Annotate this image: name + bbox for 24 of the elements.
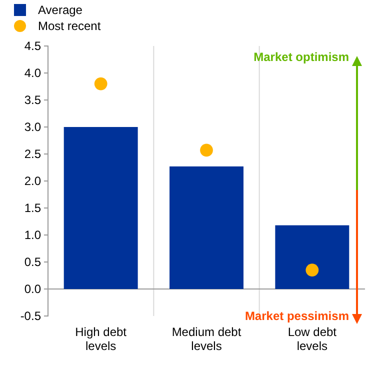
y-tick-label: 3.0: [24, 120, 42, 134]
bar: [170, 166, 244, 289]
y-tick-label: 0.5: [24, 254, 42, 269]
bar: [64, 127, 138, 289]
legend-label: Most recent: [38, 19, 102, 33]
x-tick-label: Medium debt levels: [172, 325, 242, 353]
point: [94, 77, 108, 90]
y-tick-label: 2.5: [24, 146, 42, 161]
x-tick-label: High debt levels: [75, 325, 128, 353]
point: [306, 264, 319, 277]
bar: [275, 225, 350, 289]
annotation: Market optimism: [254, 50, 349, 64]
legend-label: Average: [38, 3, 83, 17]
y-tick-label: 3.5: [24, 92, 42, 107]
y-tick-label: 1.5: [24, 200, 42, 215]
y-tick-label: -0.5: [20, 308, 42, 323]
y-tick-label: 4.0: [24, 66, 42, 80]
y-tick-label: 2.0: [24, 174, 42, 188]
y-tick-label: 1.0: [24, 228, 42, 242]
x-tick-label: Low debt levels: [288, 325, 338, 353]
annotation: Market pessimism: [244, 309, 349, 323]
point: [200, 144, 213, 157]
y-tick-label: 0.0: [24, 282, 42, 296]
y-tick-label: 4.5: [24, 38, 42, 53]
